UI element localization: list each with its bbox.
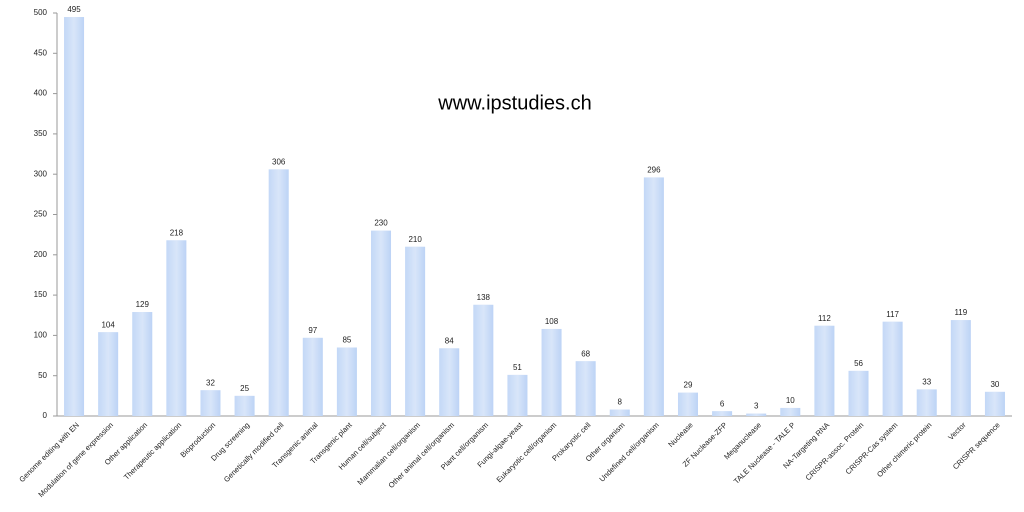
x-tick-label: Genetically modified cell [222, 420, 286, 484]
y-tick-label: 0 [43, 411, 48, 420]
y-tick-label: 150 [34, 290, 48, 299]
bar-shine [746, 413, 767, 416]
value-label: 29 [684, 381, 693, 390]
bar-shine [984, 391, 1005, 416]
value-label: 495 [67, 5, 81, 14]
value-label: 112 [818, 314, 831, 323]
bar-shine [439, 348, 460, 416]
bar-shine [473, 304, 494, 416]
bar-shine [507, 374, 528, 416]
x-tick-label: Genome editing with EN [17, 420, 81, 484]
value-label: 218 [170, 228, 184, 237]
bar-shine [98, 332, 119, 416]
y-tick-label: 500 [34, 8, 48, 17]
value-label: 117 [886, 310, 899, 319]
value-label: 30 [990, 380, 999, 389]
value-label: 3 [754, 402, 759, 411]
value-label: 97 [308, 326, 317, 335]
bar-shine [336, 347, 357, 416]
y-tick-label: 300 [34, 169, 48, 178]
bar-shine [575, 361, 596, 416]
value-label: 10 [786, 396, 795, 405]
x-tick-label: Mammalian cell/organism [355, 420, 421, 486]
value-label: 129 [136, 300, 150, 309]
value-label: 8 [618, 398, 623, 407]
x-tick-label: Nuclease [666, 420, 694, 448]
value-label: 25 [240, 384, 249, 393]
value-label: 296 [647, 166, 661, 175]
y-tick-label: 200 [34, 250, 48, 259]
value-label: 138 [477, 293, 491, 302]
y-tick-label: 50 [38, 371, 47, 380]
bar-shine [234, 395, 255, 416]
bar-shine [609, 409, 630, 416]
bar-shine [677, 392, 698, 416]
y-tick-label: 450 [34, 48, 48, 57]
bar-shine [780, 407, 801, 416]
x-tick-label: Undefined cell/organism [597, 420, 660, 483]
value-label: 56 [854, 359, 863, 368]
x-tick-label: Eukaryotic cell/organism [495, 420, 559, 484]
value-label: 6 [720, 399, 725, 408]
bar-shine [882, 321, 903, 416]
x-tick-label: Vector [946, 420, 968, 442]
x-tick-label: TALE Nuclease - TALE P [732, 420, 797, 485]
bar-shine [643, 177, 664, 416]
value-label: 84 [445, 336, 454, 345]
bar-shine [64, 17, 85, 417]
bar-shine [268, 169, 289, 416]
value-label: 108 [545, 317, 559, 326]
value-label: 104 [101, 320, 115, 329]
bar-shine [132, 312, 153, 416]
value-label: 32 [206, 378, 215, 387]
value-label: 68 [581, 349, 590, 358]
bar-shine [166, 240, 187, 416]
y-tick-label: 100 [34, 331, 48, 340]
bar-shine [712, 411, 733, 416]
bar-shine [950, 320, 971, 416]
value-label: 51 [513, 363, 522, 372]
x-tick-label: Therapeutic application [122, 420, 183, 481]
bar-shine [541, 328, 562, 416]
x-tick-label: CRISPR-assoc. Protein [804, 420, 866, 482]
y-tick-label: 250 [34, 210, 48, 219]
x-tick-label: Other animal cell/organism [387, 420, 456, 489]
y-tick-label: 350 [34, 129, 48, 138]
bar-shine [814, 325, 835, 416]
bar-shine [302, 337, 323, 416]
y-tick-label: 400 [34, 89, 48, 98]
watermark: www.ipstudies.ch [437, 92, 591, 114]
bar-shine [405, 246, 426, 416]
bar-shine [200, 390, 221, 416]
value-label: 306 [272, 157, 286, 166]
value-label: 85 [342, 336, 351, 345]
bar-shine [916, 389, 937, 416]
bar-shine [371, 230, 392, 416]
value-label: 230 [374, 219, 388, 228]
value-label: 119 [954, 308, 967, 317]
bar-shine [848, 370, 869, 416]
value-label: 210 [408, 235, 422, 244]
value-label: 33 [922, 378, 931, 387]
